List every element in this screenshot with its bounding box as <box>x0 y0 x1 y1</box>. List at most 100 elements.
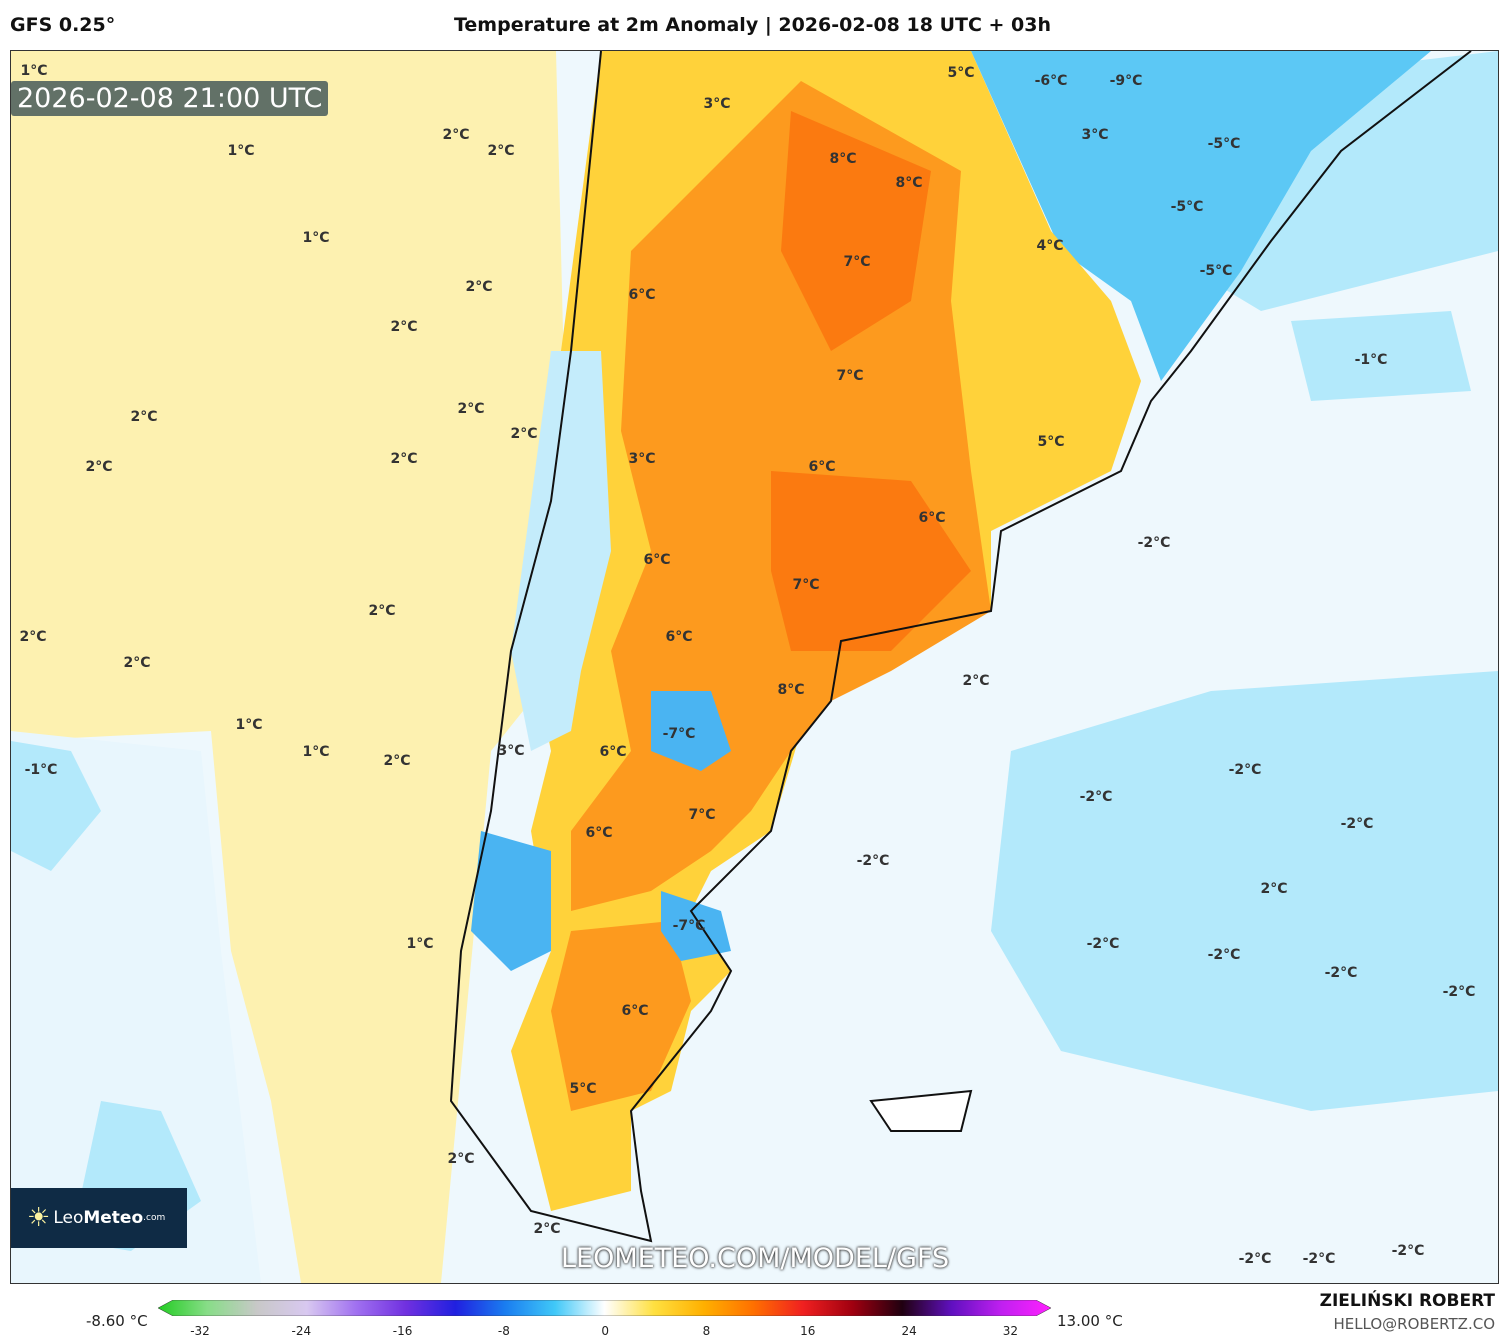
contour-label: -2°C <box>1086 936 1120 952</box>
contour-label: 2°C <box>533 1221 561 1237</box>
contour-label: -1°C <box>24 762 58 778</box>
model-name: GFS 0.25° <box>10 14 116 36</box>
contour-label: 2°C <box>962 673 990 689</box>
contour-label: 6°C <box>808 459 836 475</box>
contour-label: 6°C <box>918 510 946 526</box>
contour-label: -2°C <box>1302 1251 1336 1267</box>
contour-label: 1°C <box>406 936 434 952</box>
contour-label: 5°C <box>1037 434 1065 450</box>
contour-label: -2°C <box>1228 762 1262 778</box>
contour-label: -2°C <box>1137 535 1171 551</box>
contour-label: 2°C <box>487 143 515 159</box>
contour-label: 6°C <box>585 825 613 841</box>
contour-label: 2°C <box>19 629 47 645</box>
colorbar-min-label: -8.60 °C <box>86 1312 148 1330</box>
contour-label: -2°C <box>1324 965 1358 981</box>
map-fields <box>11 51 1498 1283</box>
colorbar-tick: -24 <box>291 1324 312 1338</box>
contour-label: 2°C <box>383 753 411 769</box>
brazil-cold-region <box>971 51 1431 381</box>
contour-label: 3°C <box>703 96 731 112</box>
contour-label: -6°C <box>1034 73 1068 89</box>
contour-label: 1°C <box>302 230 330 246</box>
andes-cool-region <box>511 351 611 751</box>
contour-label: 7°C <box>688 807 716 823</box>
contour-label: 6°C <box>628 287 656 303</box>
sun-icon: ☀ <box>27 1203 51 1233</box>
contour-label: 2°C <box>390 451 418 467</box>
pacific-warm-region <box>11 51 571 1283</box>
contour-label: -2°C <box>1340 816 1374 832</box>
pacific-blue-region <box>11 741 201 1251</box>
contour-label: -2°C <box>1391 1243 1425 1259</box>
coastline <box>449 51 1472 1243</box>
contour-label: -2°C <box>1238 1251 1272 1267</box>
colorbar-tick: 8 <box>702 1324 711 1338</box>
contour-label: 2°C <box>390 319 418 335</box>
contour-label: 2°C <box>123 655 151 671</box>
colorbar-tick: 16 <box>800 1324 816 1338</box>
contour-label: -5°C <box>1207 136 1241 152</box>
valid-time: 2026-02-08 21:00 UTC <box>11 81 329 116</box>
contour-label: 1°C <box>227 143 255 159</box>
contour-label: -5°C <box>1199 263 1233 279</box>
contour-label: 2°C <box>85 459 113 475</box>
colorbar-tick: 0 <box>601 1324 610 1338</box>
contour-label: 6°C <box>599 744 627 760</box>
cold-spot <box>471 691 731 971</box>
contour-label: 7°C <box>836 368 864 384</box>
contour-label: 7°C <box>843 254 871 270</box>
contour-label: -2°C <box>1079 789 1113 805</box>
contour-label: 2°C <box>130 409 158 425</box>
contour-label: 5°C <box>569 1081 597 1097</box>
contour-label: -9°C <box>1109 73 1143 89</box>
contour-label: -7°C <box>662 726 696 742</box>
colorbar-max-label: 13.00 °C <box>1057 1312 1123 1330</box>
land-hot-region <box>551 81 991 1111</box>
chart-title: Temperature at 2m Anomaly | 2026-02-08 1… <box>453 14 1052 36</box>
contour-label: 8°C <box>777 682 805 698</box>
contour-label: 4°C <box>1036 238 1064 254</box>
contour-label: 1°C <box>302 744 330 760</box>
contour-label: 5°C <box>947 65 975 81</box>
contour-label: 2°C <box>465 279 493 295</box>
author-credit: ZIELIŃSKI ROBERT <box>1319 1291 1495 1311</box>
leometeo-logo[interactable]: ☀ Leo Meteo .com <box>11 1188 187 1248</box>
contour-label: 3°C <box>628 451 656 467</box>
colorbar-tick: -32 <box>190 1324 210 1338</box>
atlantic-blue-region <box>991 51 1498 1111</box>
contour-label: 2°C <box>447 1151 475 1167</box>
colorbar-tick: -16 <box>392 1324 413 1338</box>
contour-label: 2°C <box>368 603 396 619</box>
author-email: HELLO@ROBERTZ.CO <box>1333 1315 1495 1333</box>
colorbar-tick: 24 <box>901 1324 917 1338</box>
contour-label: -2°C <box>856 853 890 869</box>
watermark: LEOMETEO.COM/MODEL/GFS <box>561 1243 950 1274</box>
colorbar <box>158 1300 1051 1316</box>
contour-label: 2°C <box>1260 881 1288 897</box>
contour-label: -1°C <box>1354 352 1388 368</box>
contour-label: 8°C <box>829 151 857 167</box>
contour-label: 6°C <box>665 629 693 645</box>
anomaly-map[interactable]: 1°C 1°C 2°C 2°C 1°C 2°C 2°C 2°C 2°C 2°C 2°C 2°C 3°C 6… <box>10 50 1499 1284</box>
contour-label: 6°C <box>621 1003 649 1019</box>
contour-label: 3°C <box>497 743 525 759</box>
contour-label: 2°C <box>457 401 485 417</box>
contour-label: 3°C <box>1081 127 1109 143</box>
contour-label: -7°C <box>672 918 706 934</box>
contour-label: -2°C <box>1442 984 1476 1000</box>
contour-label: -2°C <box>1207 947 1241 963</box>
land-very-hot-region <box>771 111 971 651</box>
falkland-islands <box>869 1089 973 1132</box>
contour-label: -5°C <box>1170 199 1204 215</box>
contour-label: 2°C <box>510 426 538 442</box>
contour-label: 6°C <box>643 552 671 568</box>
contour-label: 8°C <box>895 175 923 191</box>
contour-label: 2°C <box>442 127 470 143</box>
pacific-cool-region <box>11 731 261 1283</box>
colorbar-tick: -8 <box>497 1324 510 1338</box>
colorbar-tick: 32 <box>1002 1324 1019 1338</box>
contour-label: 1°C <box>235 717 263 733</box>
contour-label: 7°C <box>792 577 820 593</box>
contour-label: 1°C <box>20 63 48 79</box>
